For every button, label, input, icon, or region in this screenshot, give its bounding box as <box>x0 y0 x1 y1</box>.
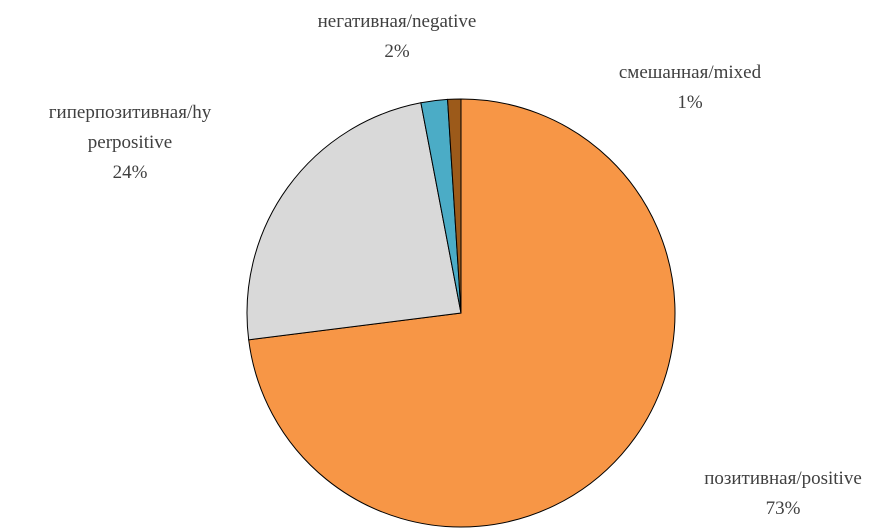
slice-value-label: 2% <box>384 41 410 62</box>
pie-slice <box>447 98 462 314</box>
slice-label: негативная/negative <box>318 11 477 32</box>
slice-value-label: 24% <box>113 162 148 183</box>
slice-label: смешанная/mixed <box>619 62 762 83</box>
label-line: гиперпозитивная/hy <box>49 102 212 123</box>
slice-value-label: 1% <box>677 92 703 113</box>
slice-value-label: 73% <box>766 498 801 519</box>
pie-slice <box>248 98 676 528</box>
slice-label: позитивная/positive <box>704 468 862 489</box>
pie-slice <box>246 102 462 341</box>
slice-label: гиперпозитивная/hy perpositive <box>49 102 212 153</box>
label-line: perpositive <box>88 132 172 153</box>
